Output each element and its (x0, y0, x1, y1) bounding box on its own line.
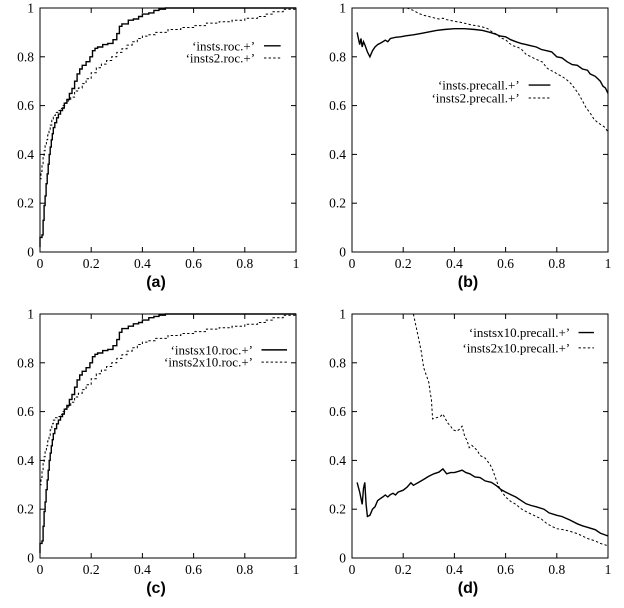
curve-instsx10.roc.+ (39, 313, 296, 554)
y-tick-label: 0.2 (329, 196, 346, 211)
y-tick-label: 0 (339, 551, 346, 566)
x-tick-label: 0.8 (548, 562, 565, 577)
y-tick-label: 0.2 (17, 196, 34, 211)
x-tick-label: 1 (293, 256, 300, 271)
curve-instsx10.precall.+ (356, 467, 609, 537)
legend-label: ‘insts2.roc.+’ (186, 51, 255, 66)
curve-insts2.precall.+ (406, 7, 609, 133)
y-tick-label: 0.8 (17, 49, 34, 64)
x-tick-label: 0.4 (134, 256, 151, 271)
x-tick-label: 0.6 (185, 256, 202, 271)
x-tick-label: 0 (37, 562, 44, 577)
y-tick-label: 0 (27, 245, 34, 260)
panel-a: 0 0.2 0.4 0.6 0.8 1 0 0.2 0.4 0.6 0.8 1 ‘insts.roc.+… (0, 0, 312, 300)
y-tick-label: 0.4 (329, 147, 346, 162)
x-tick-label: 0.6 (497, 562, 514, 577)
legend-label: ‘instsx10.precall.+’ (469, 325, 570, 340)
panel-c: 0 0.2 0.4 0.6 0.8 1 0 0.2 0.4 0.6 0.8 1 ‘instsx10.ro… (0, 300, 312, 608)
panel-b-caption: (b) (457, 274, 479, 291)
panel-d-caption: (d) (457, 580, 479, 597)
y-tick-label: 0.6 (17, 98, 34, 113)
y-tick-label: 1 (27, 307, 34, 322)
chart-d-canvas: 0 0.2 0.4 0.6 0.8 1 0 0.2 0.4 0.6 0.8 1 ‘instsx10.pr… (329, 307, 612, 578)
legend-label: ‘insts.precall.+’ (438, 78, 520, 93)
legend-label: ‘insts2x10.precall.+’ (462, 340, 570, 355)
chart-a-canvas: 0 0.2 0.4 0.6 0.8 1 0 0.2 0.4 0.6 0.8 1 ‘insts.roc.+… (17, 1, 300, 272)
y-tick-label: 0.2 (17, 502, 34, 517)
x-tick-label: 1 (605, 562, 612, 577)
y-tick-label: 0.8 (329, 355, 346, 370)
curve-insts2x10.roc.+ (39, 314, 296, 495)
curve-insts2.roc.+ (39, 8, 296, 189)
y-tick-label: 0.8 (329, 49, 346, 64)
x-tick-label: 0 (37, 256, 44, 271)
legend-label: ‘insts.roc.+’ (192, 38, 255, 53)
y-tick-label: 0 (27, 551, 34, 566)
panel-a-caption: (a) (146, 274, 166, 291)
x-tick-label: 0.8 (548, 256, 565, 271)
panel-d: 0 0.2 0.4 0.6 0.8 1 0 0.2 0.4 0.6 0.8 1 ‘instsx10.pr… (312, 300, 624, 608)
x-tick-label: 0 (349, 256, 356, 271)
panel-c-caption: (c) (146, 580, 166, 597)
y-tick-label: 0.4 (17, 453, 34, 468)
curve-insts.roc.+ (39, 7, 296, 248)
x-tick-label: 1 (605, 256, 612, 271)
chart-b-canvas: 0 0.2 0.4 0.6 0.8 1 0 0.2 0.4 0.6 0.8 1 ‘insts.preca… (329, 1, 612, 272)
plot-frame (351, 313, 609, 559)
plot-frame (351, 7, 609, 253)
y-tick-label: 0.2 (329, 502, 346, 517)
x-tick-label: 0.2 (83, 256, 100, 271)
x-tick-label: 0.4 (446, 256, 463, 271)
x-tick-label: 0.2 (83, 562, 100, 577)
y-tick-label: 1 (339, 1, 346, 16)
curve-insts2x10.precall.+ (412, 313, 609, 547)
x-tick-label: 0.8 (236, 562, 253, 577)
y-tick-label: 1 (339, 307, 346, 322)
y-tick-label: 0.4 (17, 147, 34, 162)
x-tick-label: 0.8 (236, 256, 253, 271)
plot-frame (39, 7, 297, 253)
x-tick-label: 0.2 (395, 562, 412, 577)
y-tick-label: 0.6 (329, 404, 346, 419)
legend-label: ‘insts2.precall.+’ (431, 91, 519, 106)
y-tick-label: 0.6 (329, 98, 346, 113)
x-tick-label: 0.2 (395, 256, 412, 271)
y-tick-label: 0.6 (17, 404, 34, 419)
x-tick-label: 0 (349, 562, 356, 577)
curve-insts.precall.+ (356, 28, 609, 94)
y-tick-label: 0.8 (17, 355, 34, 370)
x-tick-label: 0.6 (497, 256, 514, 271)
y-tick-label: 0 (339, 245, 346, 260)
x-tick-label: 0.4 (134, 562, 151, 577)
plot-frame (39, 313, 297, 559)
panel-b: 0 0.2 0.4 0.6 0.8 1 0 0.2 0.4 0.6 0.8 1 ‘insts.preca… (312, 0, 624, 300)
chart-c-canvas: 0 0.2 0.4 0.6 0.8 1 0 0.2 0.4 0.6 0.8 1 ‘instsx10.ro… (17, 307, 300, 578)
y-tick-label: 1 (27, 1, 34, 16)
y-tick-label: 0.4 (329, 453, 346, 468)
legend-label: ‘insts2x10.roc.+’ (164, 355, 253, 370)
x-tick-label: 1 (293, 562, 300, 577)
x-tick-label: 0.6 (185, 562, 202, 577)
legend-label: ‘instsx10.roc.+’ (171, 342, 253, 357)
x-tick-label: 0.4 (446, 562, 463, 577)
